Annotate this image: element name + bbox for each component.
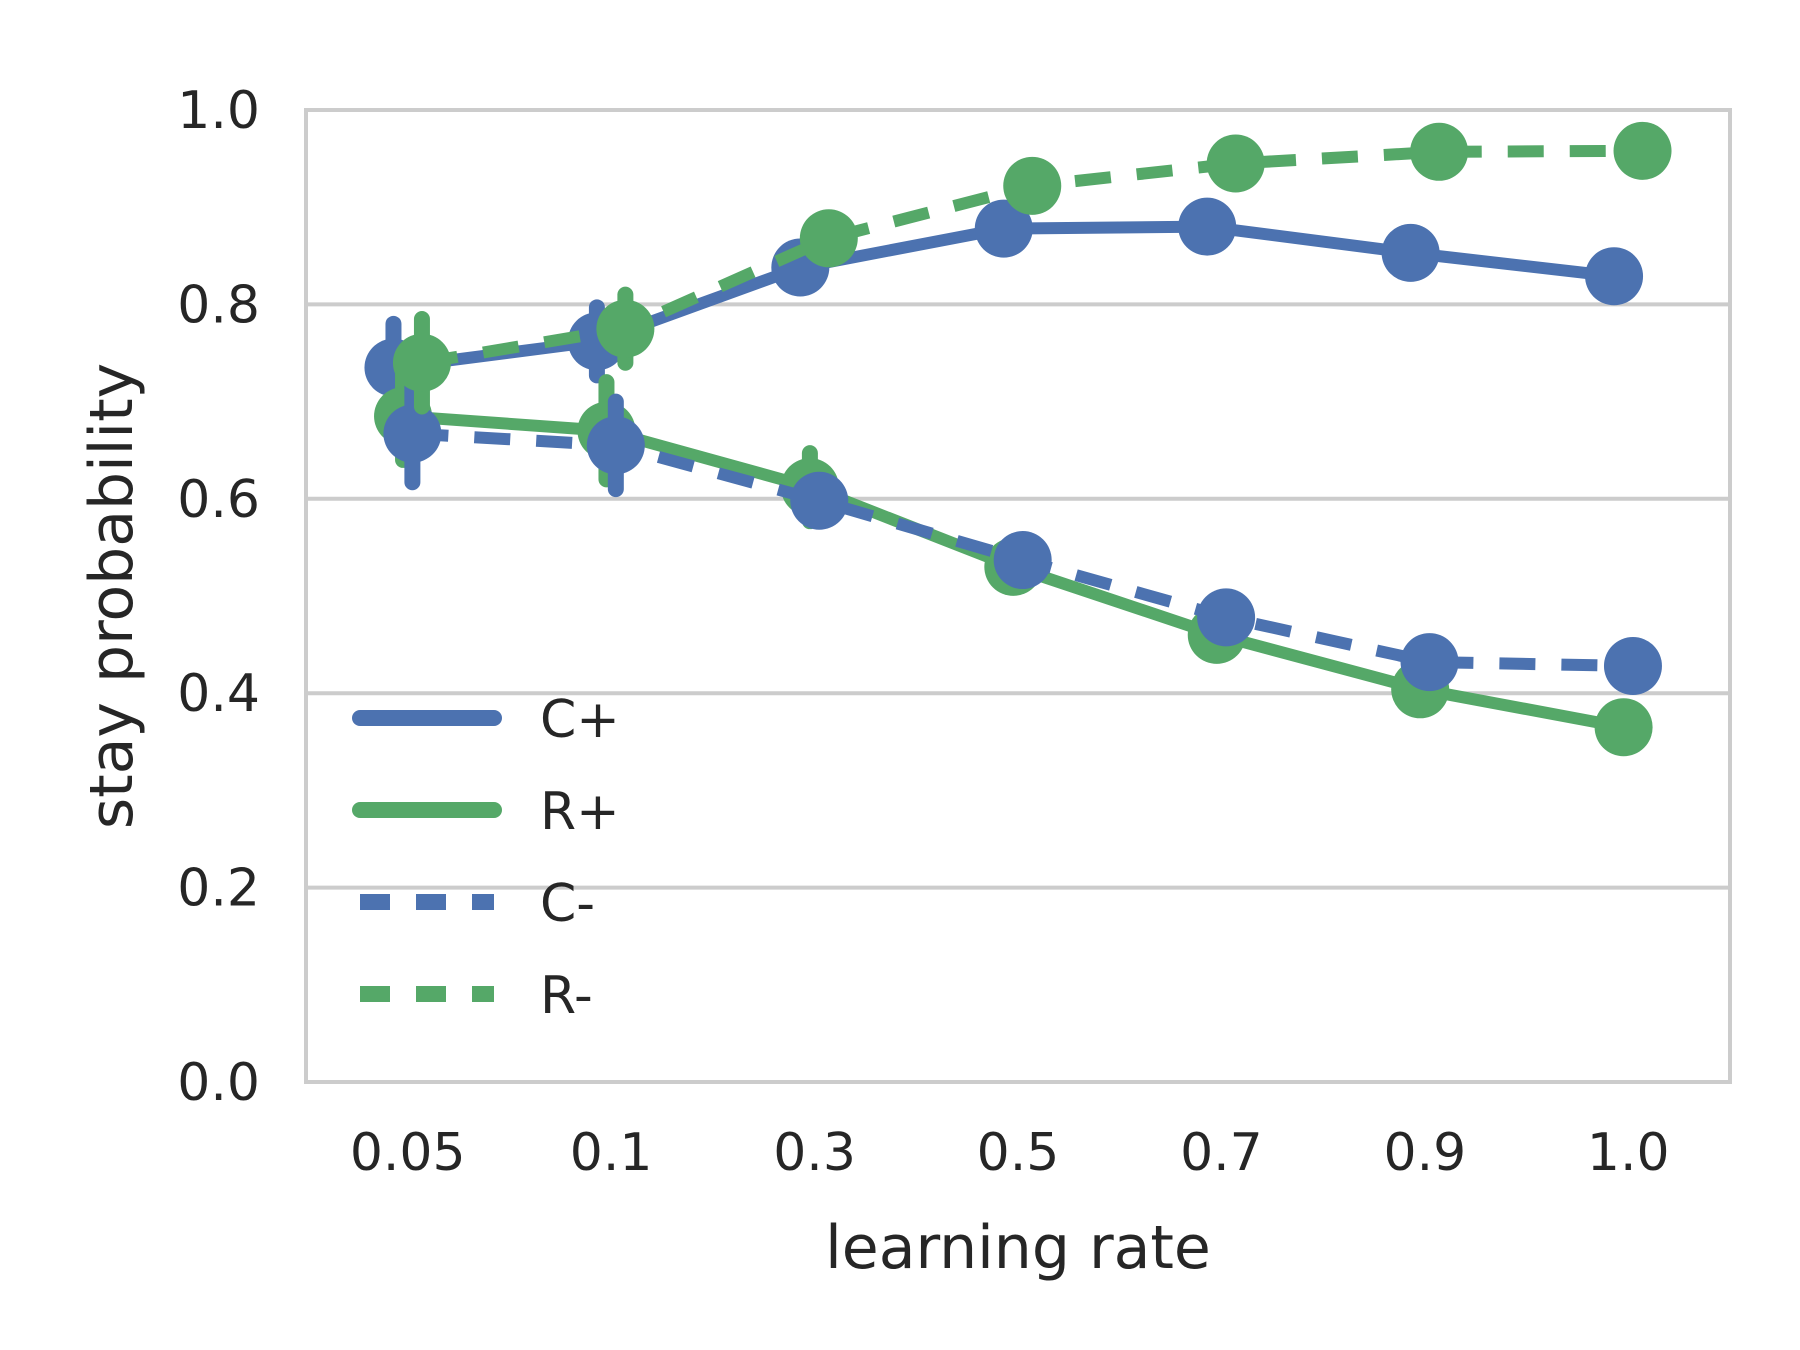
data-point <box>1594 698 1653 757</box>
series-R- <box>392 121 1672 415</box>
y-tick-labels: 0.0 0.2 0.4 0.6 0.8 1.0 <box>177 81 260 1113</box>
data-point <box>383 404 442 463</box>
data-point <box>1400 633 1459 692</box>
data-point <box>1613 121 1672 180</box>
legend: C+ R+ C- R- <box>352 690 620 1026</box>
data-point <box>1197 588 1256 647</box>
data-point <box>1410 122 1469 181</box>
legend-item: C+ <box>352 690 620 750</box>
x-tick-label: 1.0 <box>1587 1123 1670 1183</box>
x-tick-label: 0.5 <box>977 1123 1060 1183</box>
data-point <box>790 471 849 530</box>
data-point <box>1603 636 1662 695</box>
series-C- <box>383 377 1662 695</box>
y-axis-label: stay probability <box>77 363 147 829</box>
y-tick-label: 0.2 <box>177 859 260 919</box>
legend-label: C+ <box>540 690 620 750</box>
x-tick-label: 0.05 <box>350 1123 466 1183</box>
x-tick-label: 0.9 <box>1384 1123 1467 1183</box>
data-point <box>392 333 451 392</box>
series-layer <box>364 121 1672 757</box>
legend-item: R- <box>360 966 593 1026</box>
legend-label: R- <box>540 966 593 1026</box>
plot-frame <box>304 108 1732 1084</box>
legend-item: R+ <box>352 782 620 842</box>
x-axis-label: learning rate <box>825 1213 1211 1283</box>
x-tick-label: 0.1 <box>570 1123 653 1183</box>
y-tick-label: 0.0 <box>177 1053 260 1113</box>
x-tick-labels: 0.05 0.1 0.3 0.5 0.7 0.9 1.0 <box>350 1123 1670 1183</box>
x-tick-label: 0.3 <box>773 1123 856 1183</box>
data-point <box>596 299 655 358</box>
data-point <box>993 531 1052 590</box>
data-point <box>586 416 645 475</box>
legend-item: C- <box>360 874 595 934</box>
data-point <box>1206 134 1265 193</box>
data-point <box>1003 156 1062 215</box>
data-point <box>1381 223 1440 282</box>
legend-label: C- <box>540 874 595 934</box>
plot-area <box>306 110 1730 1082</box>
data-point <box>1178 197 1237 256</box>
data-point <box>799 209 858 268</box>
y-tick-label: 0.6 <box>177 470 260 530</box>
y-tick-label: 0.4 <box>177 664 260 724</box>
y-tick-label: 1.0 <box>177 81 260 141</box>
x-tick-label: 0.7 <box>1180 1123 1263 1183</box>
data-point <box>1585 247 1644 306</box>
legend-label: R+ <box>540 782 620 842</box>
data-point <box>974 199 1033 258</box>
y-tick-label: 0.8 <box>177 275 260 335</box>
